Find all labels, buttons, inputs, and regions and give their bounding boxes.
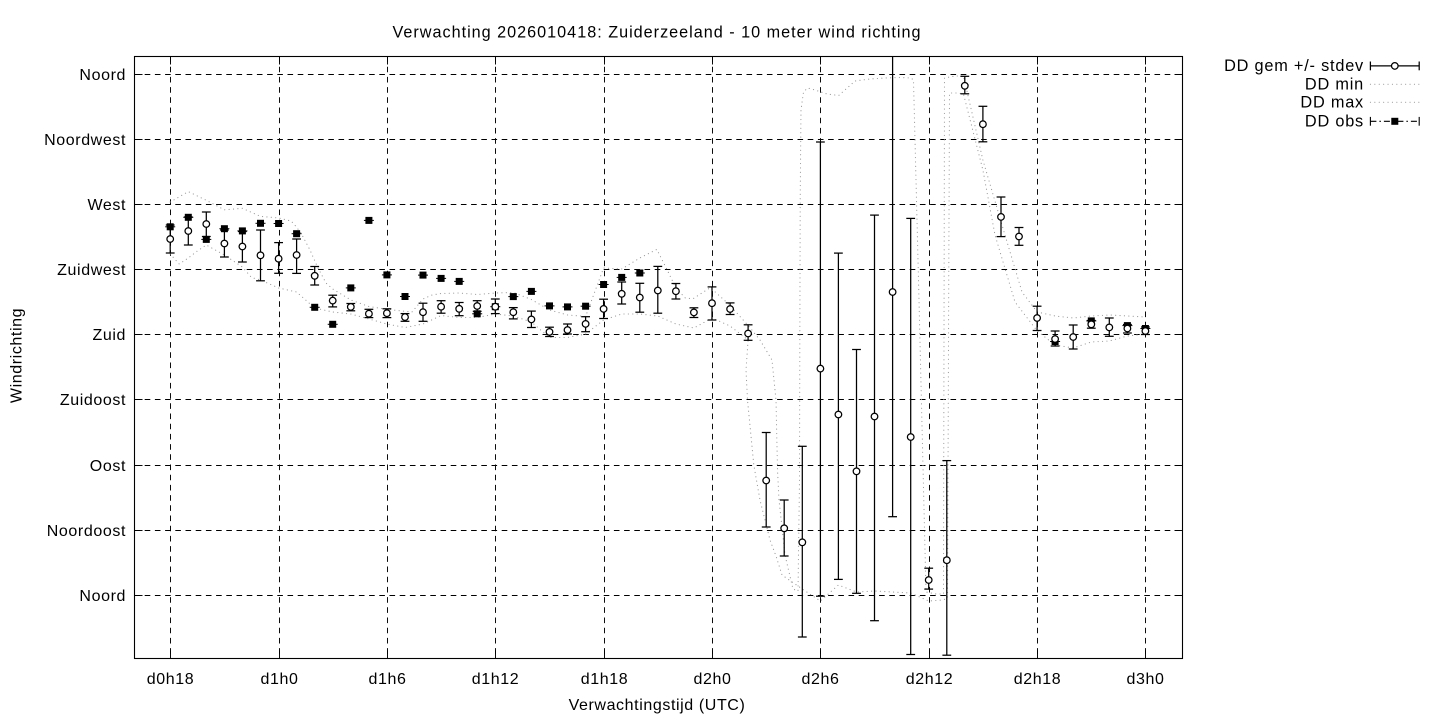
svg-text:Noord: Noord: [79, 67, 126, 84]
svg-text:d2h18: d2h18: [1014, 671, 1062, 688]
svg-text:d2h12: d2h12: [906, 671, 954, 688]
svg-text:d1h18: d1h18: [581, 671, 629, 688]
svg-text:DD min: DD min: [1305, 76, 1364, 94]
svg-text:d1h6: d1h6: [369, 671, 407, 688]
svg-text:West: West: [87, 197, 126, 214]
svg-text:d2h0: d2h0: [694, 671, 732, 688]
svg-text:d1h12: d1h12: [472, 671, 520, 688]
svg-text:Windrichting: Windrichting: [9, 308, 26, 403]
svg-text:Zuidoost: Zuidoost: [60, 392, 126, 409]
svg-text:DD gem +/- stdev: DD gem +/- stdev: [1224, 57, 1364, 75]
svg-text:d3h0: d3h0: [1127, 671, 1165, 688]
svg-text:DD obs: DD obs: [1305, 113, 1364, 131]
svg-text:d1h0: d1h0: [261, 671, 299, 688]
svg-text:Noord: Noord: [79, 588, 126, 605]
svg-text:d0h18: d0h18: [147, 671, 195, 688]
svg-text:d2h6: d2h6: [802, 671, 840, 688]
svg-text:DD max: DD max: [1300, 94, 1364, 112]
svg-text:Oost: Oost: [90, 458, 126, 475]
svg-text:Verwachting 2026010418: Zuider: Verwachting 2026010418: Zuiderzeeland - …: [392, 24, 921, 42]
svg-text:Zuidwest: Zuidwest: [57, 262, 126, 279]
svg-text:Zuid: Zuid: [92, 327, 126, 344]
svg-text:Noordoost: Noordoost: [47, 523, 126, 540]
svg-text:Noordwest: Noordwest: [44, 132, 126, 149]
svg-text:Verwachtingstijd (UTC): Verwachtingstijd (UTC): [569, 697, 746, 714]
